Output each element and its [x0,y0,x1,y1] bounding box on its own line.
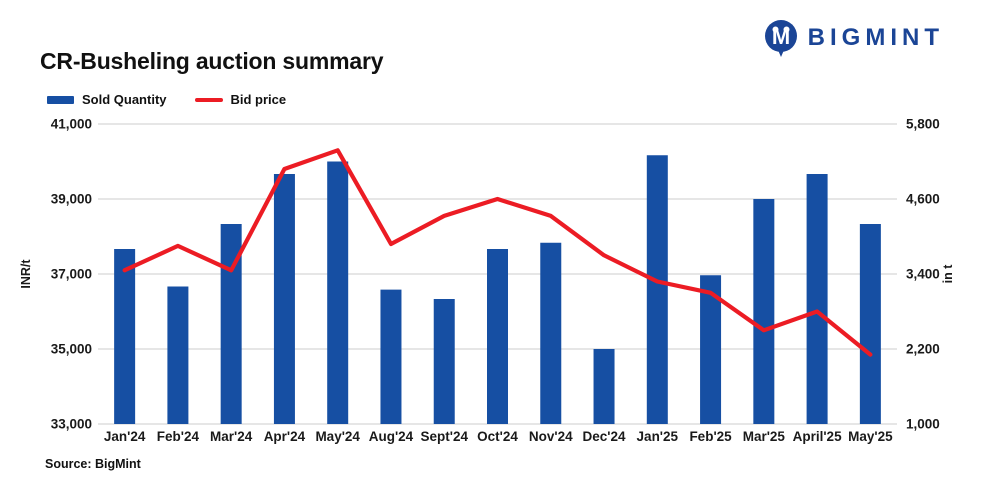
bid-price-swatch-icon [194,97,223,102]
bigmint-logo-icon: M [764,20,797,57]
legend-label: Bid price [230,92,287,107]
x-axis-tick-label: Aug'24 [369,429,414,444]
legend-label: Sold Quantity [82,92,167,107]
sold-quantity-bar [806,174,828,424]
sold-quantity-bar [114,249,136,424]
sold-quantity-bar [380,289,402,424]
right-axis-tick-label: 4,600 [906,192,940,207]
sold-quantity-swatch-icon [47,95,74,104]
sold-quantity-bar [753,199,775,424]
bigmint-logo: M BIGMINT [762,18,944,58]
x-axis-tick-label: Jan'25 [637,429,679,444]
legend-item-bid-price: Bid price [194,92,287,107]
left-axis-title: INR/t [19,259,33,289]
left-axis-tick-label: 39,000 [51,192,92,207]
x-axis-tick-label: Jan'24 [104,429,146,444]
source-note: Source: BigMint [45,457,141,471]
right-axis-tick-label: 5,800 [906,117,940,132]
sold-quantity-bar [700,275,722,424]
left-axis-tick-label: 35,000 [51,342,92,357]
x-axis-tick-label: Oct'24 [477,429,518,444]
right-axis-title: in t [941,264,955,284]
left-axis-tick-label: 33,000 [51,417,92,432]
left-axis-tick-label: 37,000 [51,267,92,282]
right-axis-tick-label: 1,000 [906,417,940,432]
sold-quantity-bar [593,349,615,424]
bid-price-line [122,148,873,357]
x-axis-tick-label: Nov'24 [529,429,573,444]
sold-quantity-bar [433,299,455,424]
x-axis-tick-label: Mar'25 [743,429,786,444]
x-axis-tick-label: Feb'24 [157,429,200,444]
x-axis-tick-label: April'25 [793,429,842,444]
legend-item-sold-quantity: Sold Quantity [47,92,167,107]
sold-quantity-bar [646,155,668,424]
right-axis-tick-label: 2,200 [906,342,940,357]
x-axis-tick-label: Mar'24 [210,429,253,444]
x-axis-tick-label: Sept'24 [420,429,468,444]
left-axis-tick-label: 41,000 [51,117,92,132]
bigmint-logo-text: BIGMINT [807,24,944,51]
sold-quantity-bar [859,224,881,424]
right-axis-tick-label: 3,400 [906,267,940,282]
sold-quantity-bar [327,161,349,424]
sold-quantity-bar [540,242,562,424]
chart-legend: Sold Quantity Bid price [47,92,286,107]
x-axis-tick-label: Feb'25 [689,429,732,444]
sold-quantity-bar [220,224,242,424]
x-axis-tick-label: Dec'24 [583,429,626,444]
sold-quantity-bar [487,249,508,424]
x-axis-tick-label: May'24 [315,429,360,444]
x-axis-tick-label: May'25 [848,429,893,444]
x-axis-tick-label: Apr'24 [264,429,306,444]
sold-quantity-bar [273,174,295,424]
sold-quantity-bar [167,286,189,424]
chart-title: CR-Busheling auction summary [40,48,384,74]
